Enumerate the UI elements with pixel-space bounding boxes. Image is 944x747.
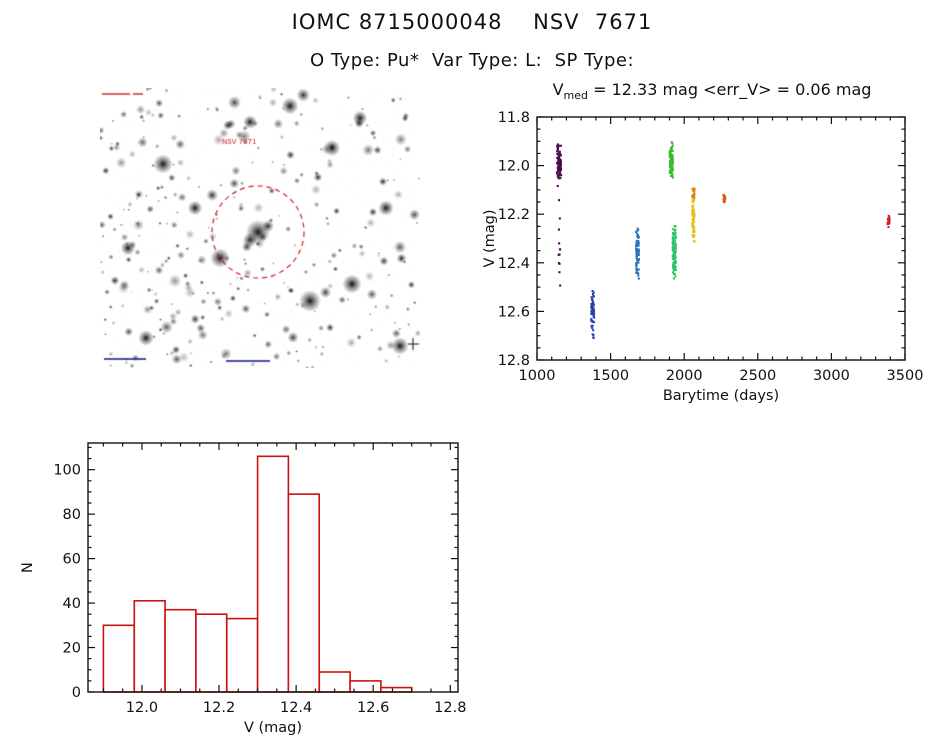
svg-text:100: 100 <box>53 463 81 479</box>
svg-text:12.2: 12.2 <box>498 207 530 223</box>
svg-text:1500: 1500 <box>592 368 629 384</box>
page-title: IOMC 8715000048 NSV 7671 <box>291 10 653 34</box>
page-subtitle: O Type: Pu* Var Type: L: SP Type: <box>309 50 635 71</box>
svg-text:12.6: 12.6 <box>357 700 389 716</box>
svg-text:12.8: 12.8 <box>498 353 530 369</box>
svg-text:80: 80 <box>63 507 81 523</box>
svg-text:3000: 3000 <box>813 368 850 384</box>
finder-chart-image <box>100 88 420 368</box>
histogram-plot: 12.0 12.2 12.4 12.6 12.8 0 20 40 60 80 100 V (mag) N <box>20 442 466 736</box>
lightcurve-title-subscript: med <box>563 89 588 103</box>
lightcurve-title-values: = 12.33 mag <err_V> = 0.06 mag <box>588 80 872 99</box>
svg-text:V (mag): V (mag) <box>244 720 302 736</box>
svg-text:3500: 3500 <box>887 368 924 384</box>
svg-text:12.8: 12.8 <box>434 700 466 716</box>
svg-text:12.4: 12.4 <box>280 700 312 716</box>
lightcurve-title-v: V <box>552 80 564 99</box>
svg-text:Barytime (days): Barytime (days) <box>663 388 779 404</box>
svg-text:12.2: 12.2 <box>203 700 235 716</box>
svg-text:12.0: 12.0 <box>498 159 530 175</box>
svg-text:V (mag): V (mag) <box>482 209 498 267</box>
svg-text:12.4: 12.4 <box>498 256 530 272</box>
lightcurve-plot: 1000 1500 2000 2500 3000 3500 11.8 12.0 12.2 12.4… <box>482 110 924 404</box>
svg-text:12.6: 12.6 <box>498 304 530 320</box>
svg-text:11.8: 11.8 <box>498 110 530 126</box>
svg-text:40: 40 <box>63 596 81 612</box>
svg-text:2000: 2000 <box>666 368 703 384</box>
svg-text:N: N <box>20 562 36 573</box>
svg-text:60: 60 <box>63 552 81 568</box>
svg-text:12.0: 12.0 <box>126 700 158 716</box>
svg-text:20: 20 <box>63 641 81 657</box>
svg-text:2500: 2500 <box>739 368 776 384</box>
lightcurve-title: Vmed = 12.33 mag <err_V> = 0.06 mag <box>480 80 944 102</box>
svg-text:0: 0 <box>72 685 81 701</box>
svg-text:1000: 1000 <box>519 368 556 384</box>
